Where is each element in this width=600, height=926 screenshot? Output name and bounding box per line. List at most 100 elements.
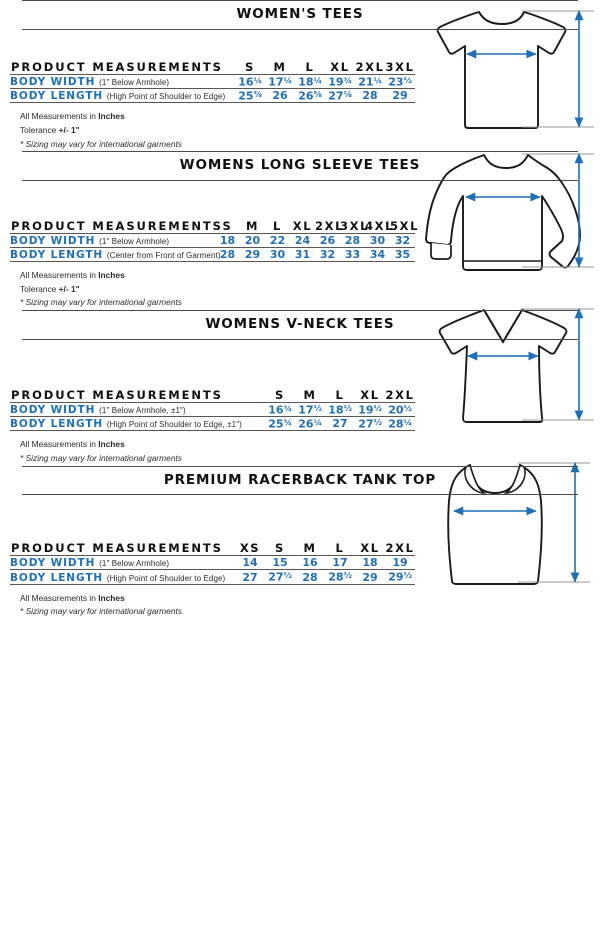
- measurements-table: PRODUCT MEASUREMENTS S M L XL 2XL 3XL 4XL 5XL BO…: [10, 219, 417, 263]
- section-body: PRODUCT MEASUREMENTS S M L XL 2XL BODY WIDTH …: [0, 307, 600, 466]
- measurement-label: BODY LENGTH (High Point of Shoulder to E…: [10, 88, 235, 104]
- measurement-name: BODY WIDTH: [10, 75, 96, 88]
- measurement-value: 27: [235, 569, 265, 585]
- measurement-value: 29: [385, 88, 415, 104]
- measurement-value: 27: [325, 416, 355, 432]
- measurement-value: 28: [355, 88, 385, 104]
- table-header-row: PRODUCT MEASUREMENTS S M L XL 2XL 3XL: [10, 60, 415, 75]
- measurement-note: (1" Below Armhole): [99, 77, 170, 87]
- note-disclaimer: * Sizing may vary for international garm…: [20, 606, 182, 617]
- measurement-value: 29: [355, 569, 385, 585]
- measurement-value: 18: [355, 555, 385, 570]
- size-header-xl: XL: [330, 59, 350, 74]
- section-title-block: WOMEN'S TEES: [22, 0, 578, 30]
- section-title-block: WOMENS LONG SLEEVE TEES: [22, 151, 578, 182]
- size-header-l: L: [273, 219, 282, 234]
- measurement-value: 21¼: [355, 73, 385, 89]
- measurement-value: 18¼: [295, 73, 325, 89]
- note-tolerance-value: +/- 1": [58, 283, 80, 294]
- measurement-name: BODY LENGTH: [10, 418, 104, 431]
- measurement-note: (High Point of Shoulder to Edge): [106, 573, 226, 583]
- note-units-value: Inches: [98, 592, 125, 603]
- measurement-value: 19: [385, 555, 415, 570]
- table-row: BODY WIDTH (1" Below Armhole) 14 15 16 17 18 1…: [10, 555, 415, 570]
- table-row: BODY WIDTH (1" Below Armhole) 16¼ 17¼ 18¼ 19…: [10, 73, 415, 89]
- measurement-value: 31: [290, 247, 315, 263]
- measurement-value: 29: [240, 247, 265, 263]
- table-row: BODY LENGTH (Center from Front of Garmen…: [10, 247, 415, 263]
- garment-illustration-wrap: [420, 292, 600, 442]
- measurement-value: 18½: [325, 401, 355, 417]
- measurements-table-wrap: PRODUCT MEASUREMENTS XS S M L XL 2XL BODY WIDT…: [0, 499, 420, 619]
- note-units-value: Inches: [98, 439, 125, 450]
- measurement-note: (1" Below Armhole): [99, 237, 170, 247]
- size-header-xs: XS: [239, 541, 261, 556]
- measurement-value: 20: [240, 233, 265, 248]
- table-row: BODY WIDTH (1" Below Armhole, ±1") 16¾ 17½…: [10, 401, 415, 417]
- measurement-label: BODY WIDTH (1" Below Armhole, ±1"): [10, 401, 265, 417]
- note-units: All Measurements in Inches: [20, 270, 125, 281]
- table-header-row: PRODUCT MEASUREMENTS S M L XL 2XL 3XL 4XL 5XL: [10, 219, 417, 234]
- section-womens-long-sleeve-tees: WOMENS LONG SLEEVE TEES PRODUCT MEASUREM…: [0, 151, 600, 310]
- measurement-value: 34: [365, 247, 390, 263]
- measurements-table-wrap: PRODUCT MEASUREMENTS S M L XL 2XL BODY WIDTH …: [0, 344, 420, 466]
- measurement-value: 14: [235, 555, 265, 570]
- size-header-s: S: [245, 59, 255, 74]
- measurement-value: 33: [340, 247, 365, 263]
- size-header-xl: XL: [292, 219, 313, 234]
- measurement-value: 28¼: [385, 416, 415, 432]
- note-disclaimer: * Sizing may vary for international garm…: [20, 297, 182, 308]
- note-units: All Measurements in Inches: [20, 439, 125, 450]
- size-header-m: M: [245, 219, 260, 234]
- measurement-value: 28: [215, 247, 240, 263]
- table-row: BODY LENGTH (High Point of Shoulder to E…: [10, 88, 415, 104]
- sections-container: WOMEN'S TEES PRODUCT MEASUREMENTS S M L XL 2X…: [0, 0, 600, 619]
- measurement-value: 17¼: [265, 73, 295, 89]
- measurement-value: 30: [365, 233, 390, 248]
- section-notes: All Measurements in Inches Tolerance +/- …: [10, 103, 420, 151]
- section-notes: All Measurements in Inches Tolerance +/- …: [10, 262, 420, 310]
- section-body: PRODUCT MEASUREMENTS S M L XL 2XL 3XL BODY WID…: [0, 9, 600, 151]
- measurement-value: 15: [265, 555, 295, 570]
- note-units: All Measurements in Inches: [20, 111, 125, 122]
- size-header-s: S: [275, 387, 285, 402]
- measurement-value: 32: [390, 233, 415, 248]
- v-neck-tee-illustration: [438, 307, 594, 423]
- measurement-value: 26¼: [295, 416, 325, 432]
- measurement-value: 27⅛: [325, 88, 355, 104]
- measurement-note: (High Point of Shoulder to Edge, ±1"): [106, 420, 242, 430]
- note-tolerance: Tolerance +/- 1": [20, 125, 80, 136]
- measurement-value: 24: [290, 233, 315, 248]
- section-notes: All Measurements in Inches * Sizing may v…: [10, 431, 420, 465]
- measurement-value: 27½: [355, 416, 385, 432]
- note-units-value: Inches: [98, 270, 125, 281]
- size-header-l: L: [335, 387, 345, 402]
- note-disclaimer: * Sizing may vary for international garm…: [20, 138, 182, 149]
- measurements-table: PRODUCT MEASUREMENTS S M L XL 2XL 3XL BODY WID…: [10, 60, 415, 104]
- table-row: BODY WIDTH (1" Below Armhole) 18 20 22 24 26 2…: [10, 233, 415, 248]
- measurement-value: 22: [265, 233, 290, 248]
- size-header-m: M: [303, 541, 317, 556]
- size-header-l: L: [335, 541, 345, 556]
- size-header-2xl: 2XL: [315, 219, 344, 234]
- section-body: PRODUCT MEASUREMENTS S M L XL 2XL 3XL 4XL 5XL BO…: [0, 153, 600, 310]
- section-premium-racerback-tank-top: PREMIUM RACERBACK TANK TOP PRODUCT MEASU…: [0, 462, 600, 619]
- garment-illustration-wrap: [420, 139, 600, 289]
- measurement-label: BODY WIDTH (1" Below Armhole): [10, 233, 215, 248]
- measurements-table: PRODUCT MEASUREMENTS XS S M L XL 2XL BODY WIDT…: [10, 541, 415, 585]
- measurement-note: (1" Below Armhole, ±1"): [99, 405, 186, 415]
- long-sleeve-tee-illustration: [425, 153, 594, 272]
- section-body: PRODUCT MEASUREMENTS XS S M L XL 2XL BODY WIDT…: [0, 462, 600, 619]
- size-header-s: S: [222, 219, 233, 234]
- section-title: WOMENS LONG SLEEVE TEES: [179, 157, 421, 174]
- section-notes: All Measurements in Inches * Sizing may v…: [10, 585, 420, 619]
- measurement-value: 26: [265, 88, 295, 104]
- measurement-label: BODY LENGTH (Center from Front of Garmen…: [10, 247, 221, 263]
- measurement-value: 27½: [265, 569, 295, 585]
- note-units: All Measurements in Inches: [20, 592, 125, 603]
- section-title: WOMEN'S TEES: [236, 6, 364, 22]
- measurement-value: 16: [295, 555, 325, 570]
- measurement-label: BODY WIDTH (1" Below Armhole): [10, 73, 235, 89]
- measurement-value: 16¾: [265, 401, 295, 417]
- measurements-table: PRODUCT MEASUREMENTS S M L XL 2XL BODY WIDTH …: [10, 388, 415, 432]
